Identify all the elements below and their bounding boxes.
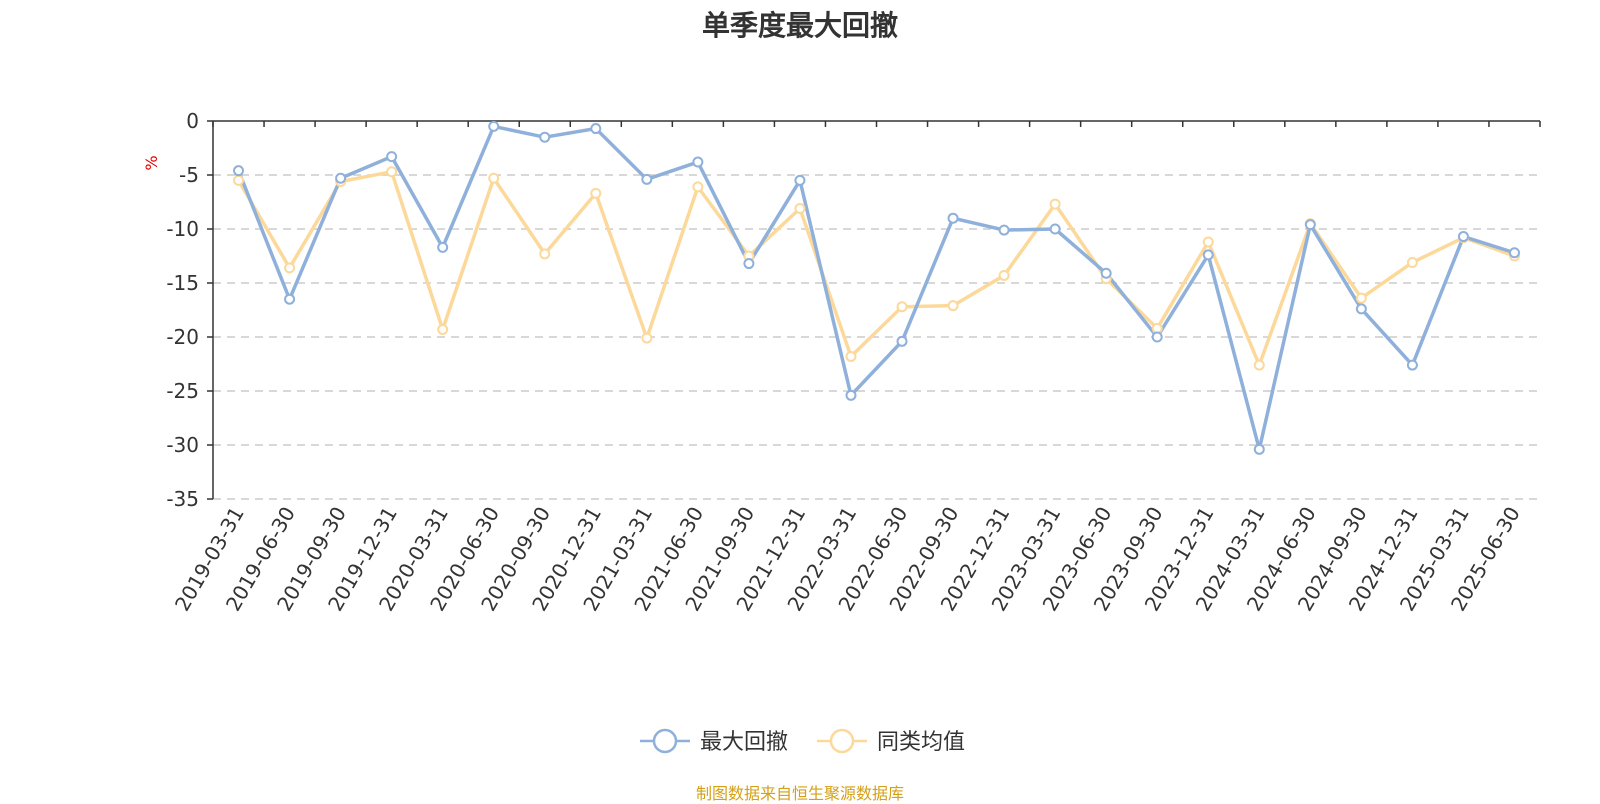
- data-point[interactable]: [1202, 249, 1214, 261]
- data-point[interactable]: [794, 174, 806, 186]
- source-note: 制图数据来自恒生聚源数据库: [695, 784, 904, 803]
- y-tick-label: -15: [166, 271, 199, 295]
- data-point[interactable]: [1100, 267, 1112, 279]
- data-point[interactable]: [1049, 198, 1061, 210]
- data-point[interactable]: [1355, 292, 1367, 304]
- data-point[interactable]: [1406, 359, 1418, 371]
- series-line: [237, 170, 1516, 367]
- y-tick-label: -35: [166, 487, 199, 511]
- y-tick-label: -25: [166, 379, 199, 403]
- y-axis-ticks: 0 -5 -10 -15 -20 -25 -30 -35%: [142, 109, 213, 511]
- data-point[interactable]: [335, 172, 347, 184]
- chart-title: 单季度最大回撤: [701, 9, 898, 42]
- data-point[interactable]: [641, 332, 653, 344]
- data-point[interactable]: [896, 301, 908, 313]
- legend-item[interactable]: 最大回撤: [640, 728, 788, 755]
- data-point[interactable]: [1355, 303, 1367, 315]
- legend-label: 最大回撤: [700, 730, 788, 755]
- data-point[interactable]: [1202, 236, 1214, 248]
- data-point[interactable]: [1508, 247, 1520, 259]
- data-point[interactable]: [386, 151, 398, 163]
- axes: [212, 120, 1540, 499]
- legend-label: 同类均值: [877, 730, 965, 755]
- data-point[interactable]: [1049, 223, 1061, 235]
- data-point[interactable]: [590, 187, 602, 199]
- data-point[interactable]: [437, 241, 449, 253]
- data-point[interactable]: [1253, 359, 1265, 371]
- y-tick-label: -30: [166, 433, 199, 457]
- series-lines: [236, 124, 1516, 452]
- legend-marker: [652, 728, 678, 754]
- data-point[interactable]: [998, 224, 1010, 236]
- legend[interactable]: 最大回撤 同类均值: [640, 728, 965, 755]
- x-axis-ticks: 2019-03-312019-06-302019-09-302019-12-31…: [170, 121, 1541, 615]
- data-point[interactable]: [794, 202, 806, 214]
- data-point[interactable]: [692, 181, 704, 193]
- y-tick-label: -20: [166, 325, 199, 349]
- y-tick-label: -5: [179, 163, 199, 187]
- data-point[interactable]: [692, 156, 704, 168]
- data-point[interactable]: [488, 172, 500, 184]
- y-tick-label: -10: [166, 217, 199, 241]
- data-point[interactable]: [437, 323, 449, 335]
- data-point[interactable]: [284, 293, 296, 305]
- data-point[interactable]: [947, 300, 959, 312]
- data-point[interactable]: [1406, 256, 1418, 268]
- data-point[interactable]: [539, 248, 551, 260]
- data-point[interactable]: [539, 131, 551, 143]
- data-point[interactable]: [386, 166, 398, 178]
- data-point[interactable]: [743, 258, 755, 270]
- data-point[interactable]: [845, 389, 857, 401]
- data-point[interactable]: [1253, 443, 1265, 455]
- series-points: [233, 120, 1520, 455]
- y-axis-unit: %: [142, 155, 161, 170]
- data-point[interactable]: [284, 262, 296, 274]
- data-point[interactable]: [998, 269, 1010, 281]
- data-point[interactable]: [590, 123, 602, 135]
- data-point[interactable]: [947, 212, 959, 224]
- data-point[interactable]: [488, 120, 500, 132]
- legend-marker: [829, 728, 855, 754]
- series-line: [236, 124, 1516, 452]
- data-point[interactable]: [233, 165, 245, 177]
- data-point[interactable]: [845, 350, 857, 362]
- legend-item[interactable]: 同类均值: [817, 728, 965, 755]
- data-point[interactable]: [1151, 331, 1163, 343]
- grid-lines: [213, 174, 1540, 500]
- data-point[interactable]: [1457, 231, 1469, 243]
- y-tick-label: 0: [186, 109, 199, 133]
- data-point[interactable]: [896, 335, 908, 347]
- data-point[interactable]: [1304, 219, 1316, 231]
- data-point[interactable]: [641, 173, 653, 185]
- data-point[interactable]: [233, 174, 245, 186]
